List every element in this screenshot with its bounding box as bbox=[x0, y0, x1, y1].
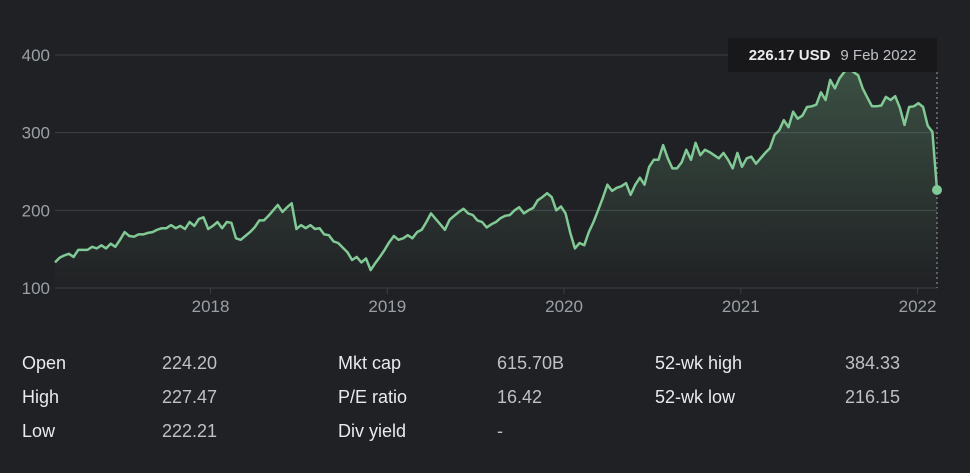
price-area-fill bbox=[55, 67, 937, 289]
stat-label-pe-ratio: P/E ratio bbox=[338, 387, 408, 407]
stock-price-chart[interactable]: 100 200 300 400 2018 2019 2020 2021 2022 bbox=[0, 0, 970, 330]
stat-value-52wk-high: 384.33 bbox=[845, 353, 901, 373]
stat-value-52wk-low: 216.15 bbox=[845, 387, 901, 407]
x-tick-label: 2021 bbox=[722, 297, 760, 316]
y-tick-label: 300 bbox=[22, 124, 50, 143]
y-tick-label: 100 bbox=[22, 279, 50, 298]
stat-value-mkt-cap: 615.70B bbox=[497, 353, 565, 373]
stat-value-high: 227.47 bbox=[162, 387, 218, 407]
y-tick-label: 200 bbox=[22, 201, 50, 220]
stat-label-div-yield: Div yield bbox=[338, 421, 407, 441]
stat-value-low: 222.21 bbox=[162, 421, 218, 441]
stat-label-52wk-high: 52-wk high bbox=[655, 353, 743, 373]
stat-value-pe-ratio: 16.42 bbox=[497, 387, 543, 407]
x-tick-label: 2020 bbox=[545, 297, 583, 316]
stat-label-high: High bbox=[22, 387, 60, 407]
x-tick-label: 2022 bbox=[899, 297, 937, 316]
stat-label-52wk-low: 52-wk low bbox=[655, 387, 736, 407]
price-tooltip: 226.17 USD 9 Feb 2022 bbox=[728, 38, 937, 72]
tooltip-date: 9 Feb 2022 bbox=[840, 46, 917, 64]
stat-label-low: Low bbox=[22, 421, 56, 441]
stat-value-div-yield: - bbox=[497, 421, 503, 441]
stat-value-open: 224.20 bbox=[162, 353, 218, 373]
x-tick-label: 2018 bbox=[192, 297, 230, 316]
tooltip-price: 226.17 USD bbox=[748, 46, 831, 64]
y-tick-label: 400 bbox=[22, 46, 50, 65]
hover-point bbox=[932, 185, 942, 196]
x-tick-label: 2019 bbox=[368, 297, 406, 316]
stat-label-mkt-cap: Mkt cap bbox=[338, 353, 402, 373]
price-line bbox=[54, 66, 939, 272]
stat-label-open: Open bbox=[22, 353, 67, 373]
